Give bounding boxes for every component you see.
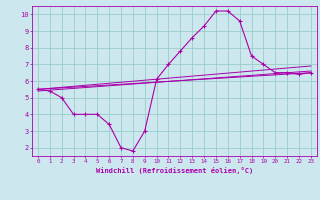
X-axis label: Windchill (Refroidissement éolien,°C): Windchill (Refroidissement éolien,°C)	[96, 167, 253, 174]
